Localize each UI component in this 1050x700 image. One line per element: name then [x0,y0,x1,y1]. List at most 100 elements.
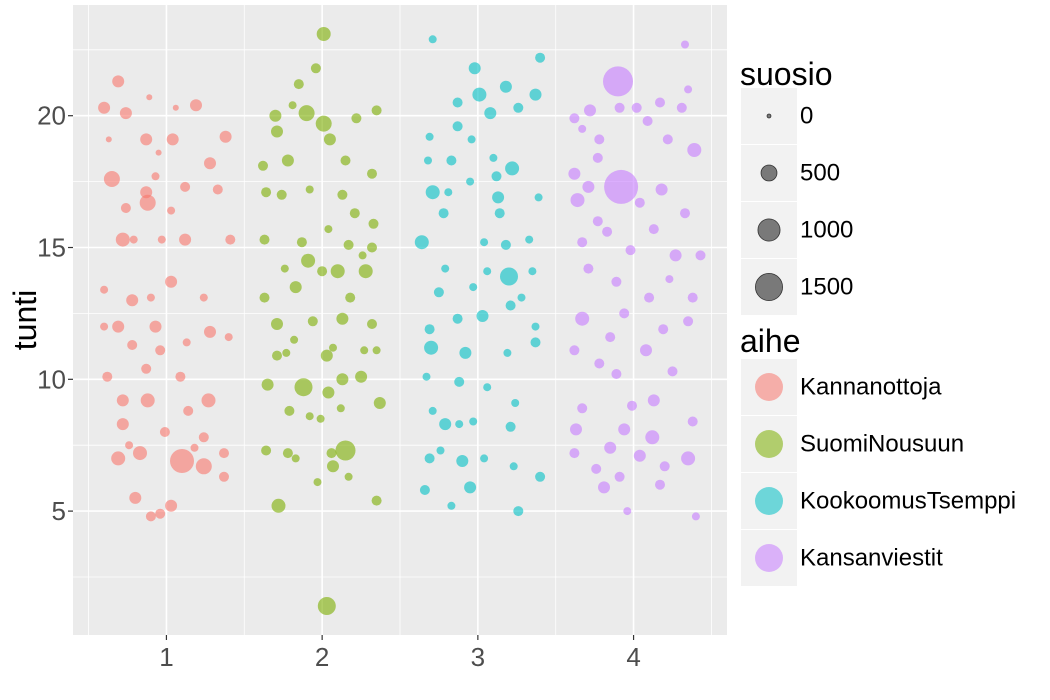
data-point [625,245,636,256]
color-legend-circle [755,544,783,572]
data-point [129,491,142,504]
data-point [259,292,270,303]
data-point [140,393,155,408]
data-point [695,250,706,261]
data-point [456,455,469,467]
data-point [438,208,449,219]
data-point [604,169,639,204]
data-point [534,193,543,202]
data-point [683,316,694,327]
data-point [530,337,541,348]
data-point [503,348,512,357]
data-point [575,311,590,326]
data-point [258,160,268,171]
data-point [681,451,696,466]
data-point [155,345,166,356]
data-point [172,104,179,111]
data-point [170,449,194,473]
data-point [441,264,450,273]
data-point [116,394,129,407]
size-legend-label: 1500 [800,274,853,301]
data-point [327,460,339,473]
data-point [505,300,516,311]
size-legend-label: 500 [800,160,840,187]
data-point [145,511,156,522]
data-point [199,293,208,302]
data-point [190,443,199,452]
data-point [454,376,465,387]
data-point [489,153,498,162]
data-point [614,471,625,482]
data-point [305,412,314,421]
data-point [568,167,581,180]
data-point [513,102,524,113]
y-tick-label: 15 [37,233,66,263]
data-point [469,283,478,292]
size-legend: suosio 0 500 1000 1500 [740,56,853,315]
data-point [313,478,322,487]
data-point [480,238,489,247]
data-point [424,324,435,335]
data-point [511,399,520,407]
data-point [480,454,489,463]
data-point [111,451,126,466]
size-legend-circle [755,272,784,301]
data-point [133,446,147,461]
data-point [483,267,492,276]
minor-gridlines [73,5,727,635]
data-point [336,312,349,325]
data-point [159,427,170,437]
data-point [491,171,502,182]
data-point [345,292,356,303]
y-tick-labels: 5 10 15 20 [37,101,66,526]
data-point [271,125,283,138]
data-point [642,116,653,126]
data-point [360,346,369,355]
data-point [100,322,109,331]
data-point [182,338,191,347]
data-point [569,345,580,356]
data-point [351,113,362,124]
data-point [204,157,216,170]
data-point [531,322,540,331]
data-point [425,132,434,141]
data-point [680,208,690,219]
data-point [468,62,481,75]
data-point [175,371,186,382]
data-point [301,253,316,268]
data-point [439,418,452,431]
data-point [146,293,155,302]
data-point [505,161,520,176]
data-point [592,152,603,163]
axis-ticks [68,115,635,640]
data-point [335,440,356,461]
data-point [317,597,336,615]
data-point [472,87,487,102]
data-point [500,267,518,286]
data-point [343,239,354,250]
size-legend-label: 1000 [800,217,853,244]
data-point [219,130,232,143]
data-point [340,155,351,166]
data-point [307,316,318,327]
data-point [569,113,580,124]
data-point [648,224,659,235]
data-point [259,234,270,245]
data-point [157,235,166,244]
data-point [444,188,453,197]
data-point [535,471,546,482]
data-point [676,102,687,113]
data-point [446,155,457,166]
data-point [499,80,512,93]
data-point [591,463,602,474]
data-point [484,107,497,120]
data-point [219,471,229,482]
data-point [294,378,313,397]
size-legend-title: suosio [740,56,833,92]
data-point [103,171,120,187]
data-point [623,507,632,516]
data-point [126,294,139,307]
x-tick-label: 3 [471,642,485,672]
data-point [291,454,300,463]
